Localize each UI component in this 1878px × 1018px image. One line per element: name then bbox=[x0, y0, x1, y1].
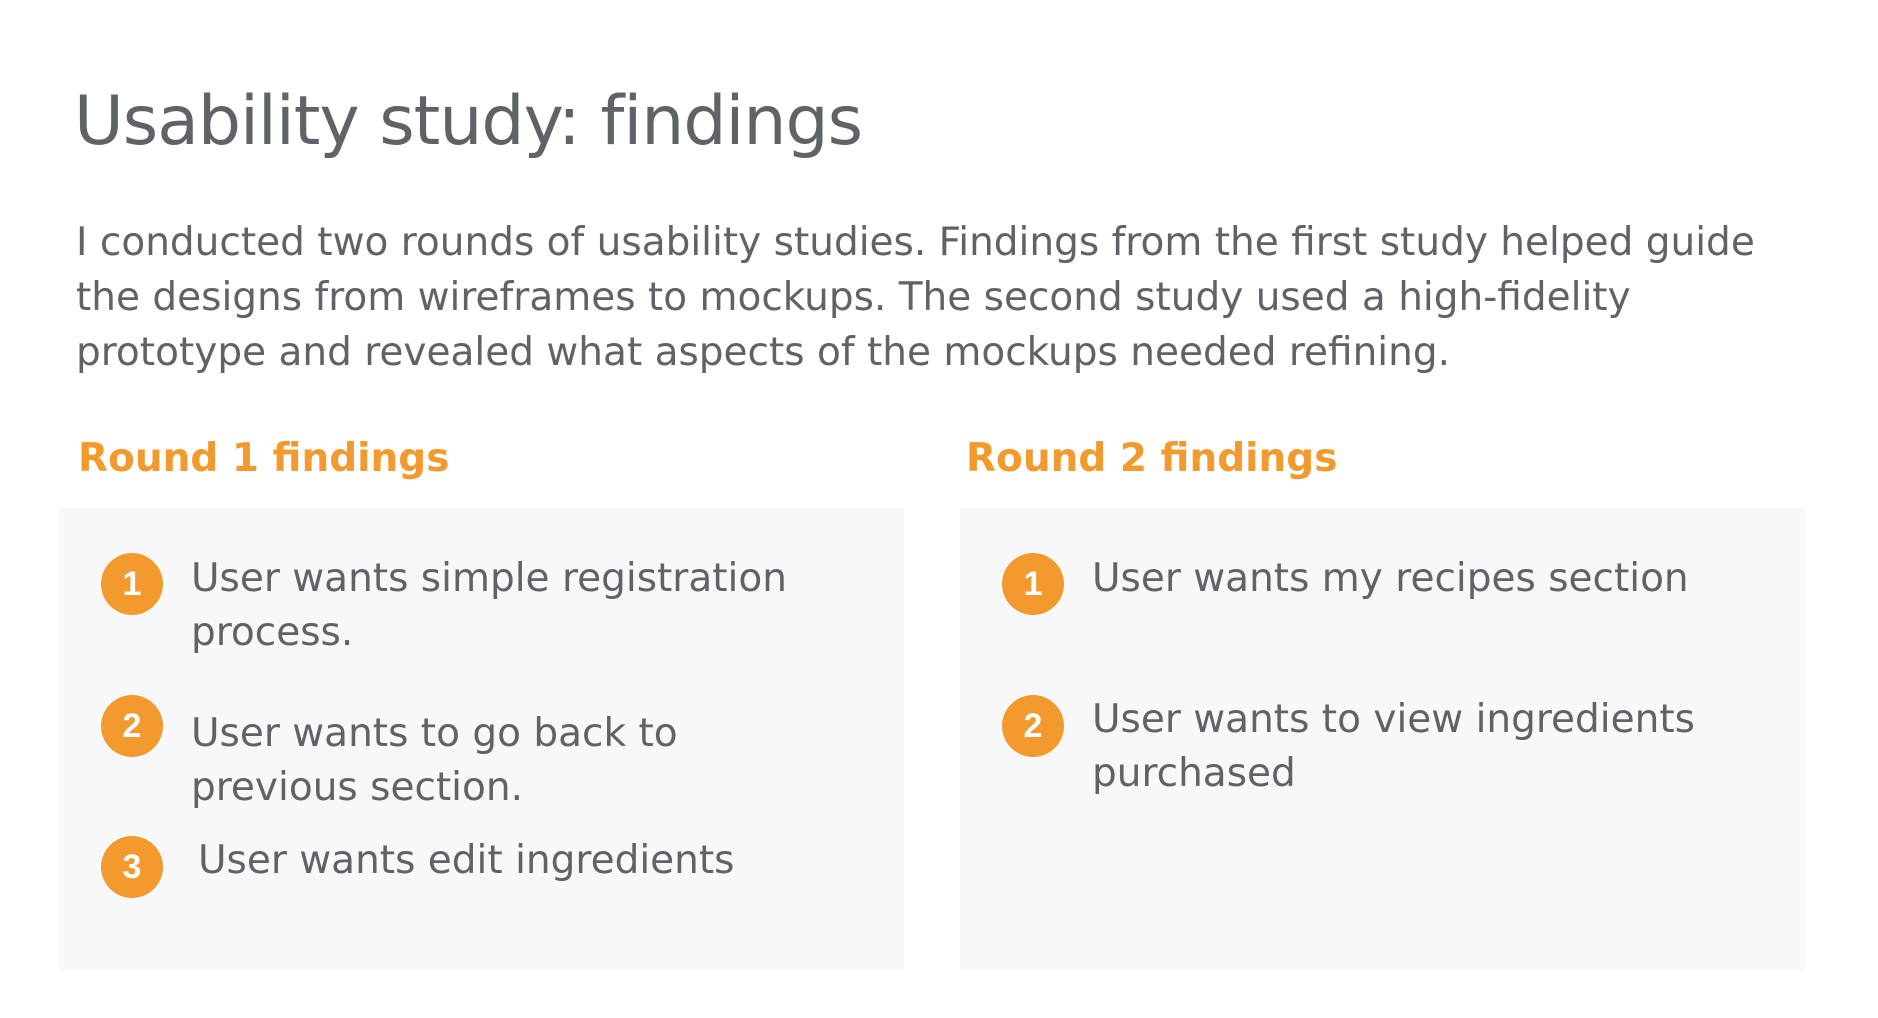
number-badge: 2 bbox=[1002, 695, 1064, 757]
number-badge: 3 bbox=[101, 836, 163, 898]
round-2-findings-panel: 1 User wants my recipes section 2 User w… bbox=[960, 508, 1805, 970]
intro-paragraph: I conducted two rounds of usability stud… bbox=[76, 220, 1755, 375]
round-2-heading: Round 2 findings bbox=[966, 436, 1338, 481]
round-1-findings-panel: 1 User wants simple registration process… bbox=[59, 508, 904, 970]
finding-text: User wants edit ingredients bbox=[198, 838, 735, 883]
number-badge: 2 bbox=[101, 695, 163, 757]
finding-text: User wants my recipes section bbox=[1092, 556, 1689, 601]
finding-text: User wants to go back to previous sectio… bbox=[191, 711, 678, 810]
finding-text: User wants simple registration process. bbox=[191, 556, 787, 655]
number-badge: 1 bbox=[1002, 553, 1064, 615]
round-1-heading: Round 1 findings bbox=[78, 436, 450, 481]
page-title: Usability study: findings bbox=[74, 82, 863, 161]
finding-text: User wants to view ingredients purchased bbox=[1092, 697, 1695, 796]
number-badge: 1 bbox=[101, 553, 163, 615]
